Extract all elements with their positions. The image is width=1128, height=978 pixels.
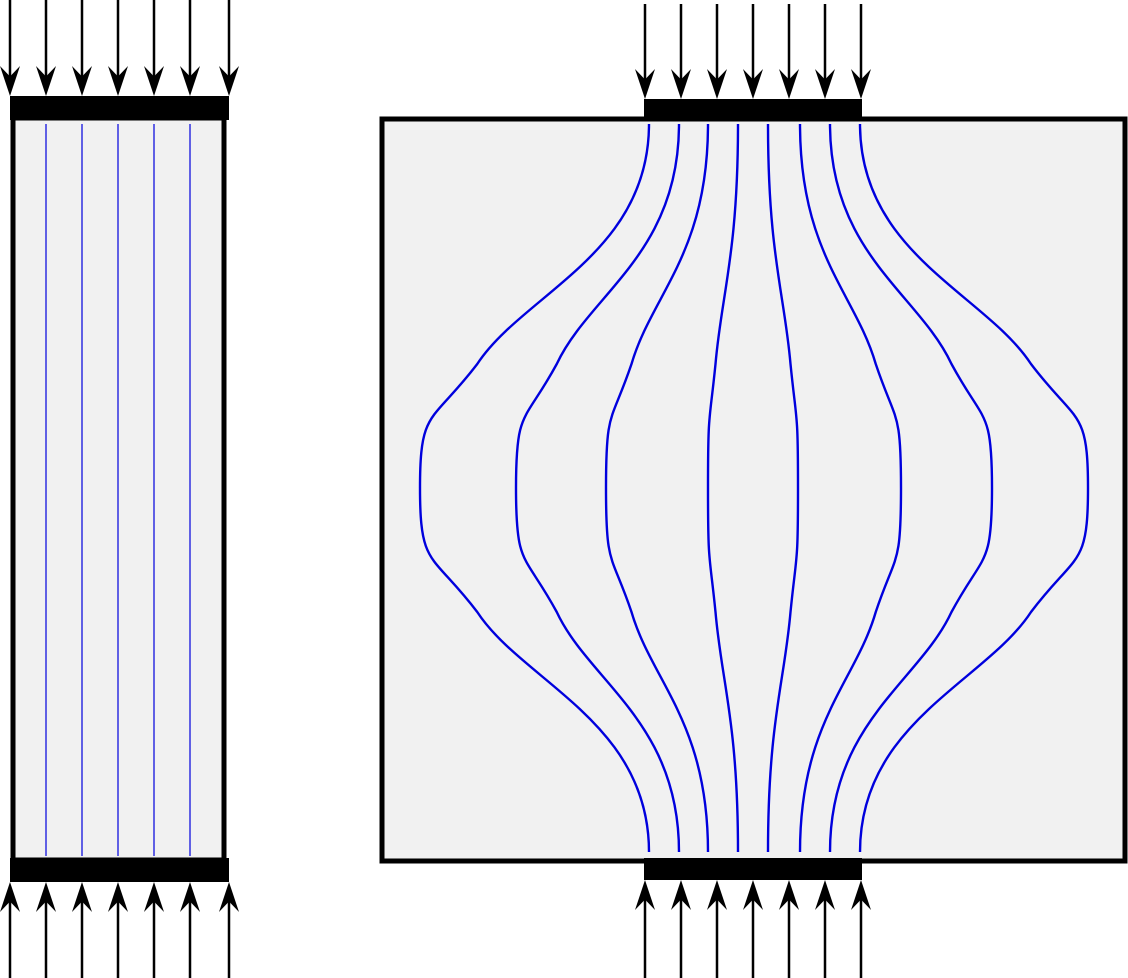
right-specimen <box>379 4 1128 978</box>
stress-trajectory <box>858 123 1090 853</box>
stress-trajectory <box>766 123 800 853</box>
load-arrow-up <box>707 880 727 978</box>
load-arrow-up <box>671 880 691 978</box>
left-specimen <box>0 0 239 978</box>
load-arrow-down <box>851 4 871 99</box>
load-arrow-up <box>743 880 763 978</box>
stress-trajectory <box>604 123 710 853</box>
load-arrow-down <box>815 4 835 99</box>
load-arrow-up <box>0 882 20 978</box>
load-arrow-down <box>72 0 92 96</box>
load-arrow-up <box>219 882 239 978</box>
load-arrow-down <box>743 4 763 99</box>
left-bottom-loading-plate <box>10 858 229 882</box>
load-arrow-down <box>219 0 239 96</box>
load-arrow-up <box>815 880 835 978</box>
load-arrow-down <box>108 0 128 96</box>
stress-trajectory <box>514 123 681 853</box>
load-arrow-up <box>851 880 871 978</box>
load-arrow-up <box>635 880 655 978</box>
left-top-loading-plate <box>10 96 229 120</box>
load-arrow-down <box>779 4 799 99</box>
load-arrow-up <box>180 882 200 978</box>
load-arrow-up <box>36 882 56 978</box>
stress-trajectory <box>418 123 651 853</box>
right-top-load-arrows <box>635 4 871 99</box>
load-arrow-down <box>0 0 20 96</box>
load-arrow-up <box>72 882 92 978</box>
load-arrow-down <box>36 0 56 96</box>
load-arrow-down <box>180 0 200 96</box>
load-arrow-down <box>635 4 655 99</box>
load-arrow-down <box>707 4 727 99</box>
load-arrow-up <box>779 880 799 978</box>
left-stress-lines <box>45 124 191 856</box>
right-stress-lines <box>418 123 1090 853</box>
right-top-loading-plate <box>644 99 862 121</box>
load-arrow-down <box>144 0 164 96</box>
load-arrow-down <box>671 4 691 99</box>
load-arrow-up <box>144 882 164 978</box>
right-specimen-body <box>379 116 1128 864</box>
stress-trajectory <box>706 123 740 853</box>
left-bottom-load-arrows <box>0 882 239 978</box>
stress-trajectory <box>798 123 903 853</box>
load-arrow-up <box>108 882 128 978</box>
stress-trajectory <box>828 123 994 853</box>
right-bottom-load-arrows <box>635 880 871 978</box>
left-top-load-arrows <box>0 0 239 96</box>
right-bottom-loading-plate <box>644 858 862 880</box>
